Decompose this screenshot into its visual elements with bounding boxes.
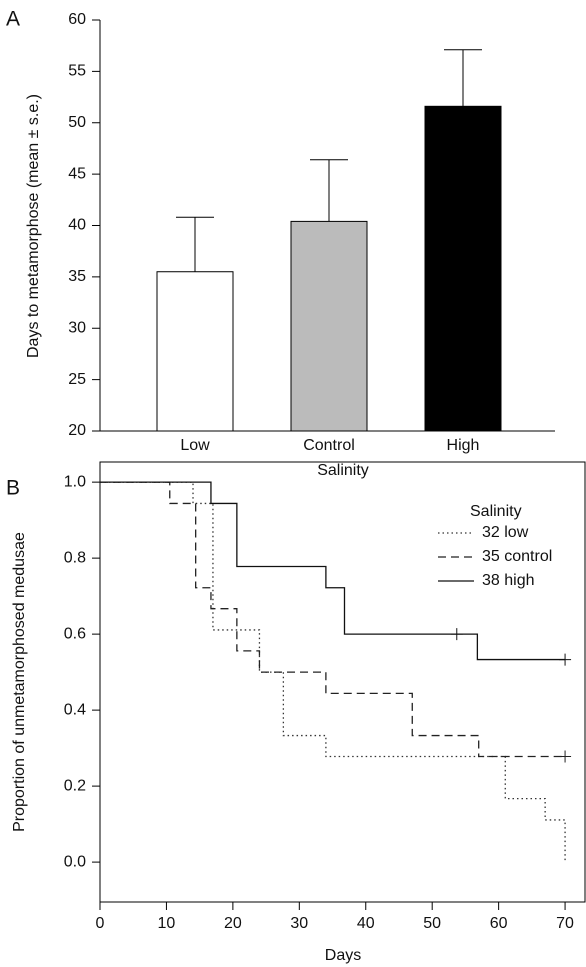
y-tick-label: 0.2 xyxy=(64,777,86,794)
legend-title: Salinity xyxy=(470,503,522,520)
y-tick-label: 30 xyxy=(68,319,86,336)
x-tick-label: 30 xyxy=(290,915,308,932)
x-tick-label: 0 xyxy=(96,915,105,932)
y-axis-label: Days to metamorphose (mean ± s.e.) xyxy=(25,94,42,358)
x-tick-label: 60 xyxy=(490,915,508,932)
bar xyxy=(290,220,368,432)
x-tick-label: 40 xyxy=(357,915,375,932)
x-axis-label: Days xyxy=(325,947,361,964)
y-tick-label: 55 xyxy=(68,63,86,80)
censor-mark xyxy=(559,653,572,666)
panel-label: B xyxy=(6,477,20,500)
x-tick-label: Control xyxy=(303,437,355,454)
x-tick-label: 20 xyxy=(224,915,242,932)
y-tick-label: 60 xyxy=(68,11,86,28)
step-line xyxy=(100,481,566,863)
y-tick-label: 1.0 xyxy=(64,473,86,490)
y-tick-label: 0.4 xyxy=(64,701,86,718)
y-tick-label: 0.8 xyxy=(64,549,86,566)
panel-label: A xyxy=(6,8,20,31)
x-tick-label: High xyxy=(447,437,480,454)
x-axis-label: Salinity xyxy=(317,462,369,479)
censor-mark xyxy=(450,628,463,641)
bar xyxy=(424,105,502,432)
y-tick-label: 45 xyxy=(68,165,86,182)
step-line xyxy=(100,481,566,661)
y-tick-label: 35 xyxy=(68,268,86,285)
legend-label: 32 low xyxy=(482,524,529,541)
bar xyxy=(156,271,234,432)
y-tick-label: 20 xyxy=(68,422,86,439)
y-tick-label: 25 xyxy=(68,371,86,388)
censor-mark xyxy=(559,750,572,763)
y-tick-label: 0.6 xyxy=(64,625,86,642)
step-line xyxy=(100,481,566,758)
x-tick-label: 50 xyxy=(423,915,441,932)
y-tick-label: 0.0 xyxy=(64,853,86,870)
y-tick-label: 50 xyxy=(68,114,86,131)
legend-label: 38 high xyxy=(482,572,535,589)
x-tick-label: Low xyxy=(180,437,210,454)
y-axis-label: Proportion of unmetamorphosed medusae xyxy=(11,532,28,832)
x-tick-label: 10 xyxy=(158,915,176,932)
legend-label: 35 control xyxy=(482,548,552,565)
x-tick-label: 70 xyxy=(556,915,574,932)
y-tick-label: 40 xyxy=(68,217,86,234)
plot-frame xyxy=(99,461,586,903)
